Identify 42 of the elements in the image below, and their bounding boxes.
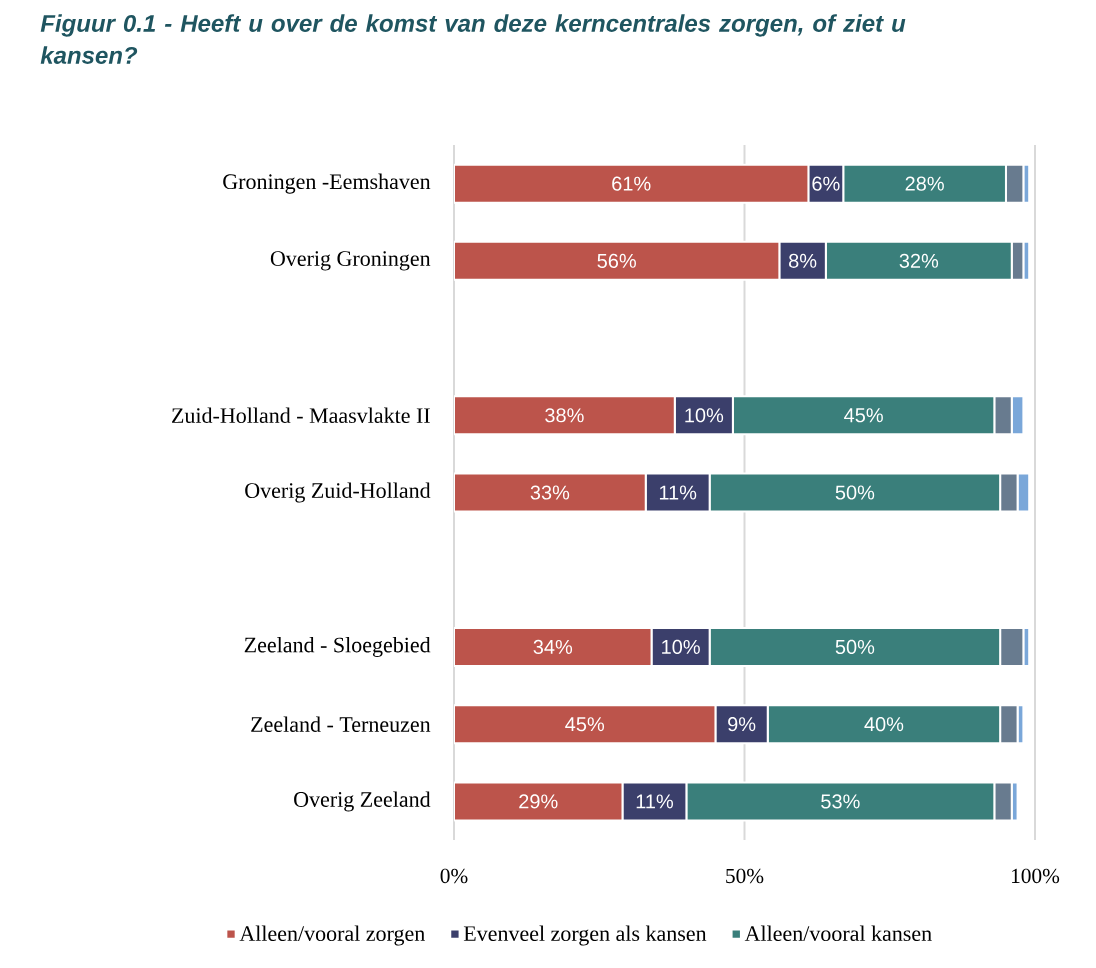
data-label: 10%	[662, 639, 700, 655]
x-tick-label: 0%	[440, 868, 468, 884]
data-label: 40%	[864, 717, 904, 732]
data-label: 8%	[789, 253, 817, 268]
legend-label: Alleen/vooral zorgen	[239, 925, 425, 946]
data-label: 29%	[519, 794, 558, 809]
bar	[454, 240, 781, 281]
data-label: 34%	[533, 639, 573, 655]
data-label: 9%	[728, 717, 756, 732]
bar	[454, 626, 653, 667]
data-label: 33%	[530, 485, 570, 500]
legend-label: Alleen/vooral kansen	[744, 925, 932, 942]
y-tick-label: Overig Zuid-Holland	[245, 482, 431, 503]
bar	[454, 704, 717, 745]
bar	[454, 781, 624, 822]
data-label: 32%	[899, 253, 939, 268]
data-label: 28%	[905, 176, 944, 191]
data-label: 61%	[612, 176, 651, 191]
data-label: 56%	[597, 253, 636, 268]
y-tick-label: Overig Zeeland	[294, 791, 431, 812]
bar	[454, 163, 810, 204]
data-label: 50%	[835, 639, 875, 655]
y-tick-label: Groningen -Eemshaven	[223, 173, 431, 194]
data-label: 38%	[545, 408, 584, 423]
legend-label: Evenveel zorgen als kansen	[463, 925, 707, 946]
data-label: 10%	[685, 408, 724, 423]
y-tick-label: Overig Groningen	[270, 251, 431, 271]
data-label: 11%	[636, 794, 673, 809]
data-label: 45%	[844, 408, 883, 423]
y-tick-label: Zeeland - Sloegebied	[244, 636, 431, 657]
x-tick-label: 100%	[1012, 868, 1060, 884]
data-label: 6%	[812, 176, 840, 191]
x-tick-label: 50%	[726, 868, 764, 884]
chart-title: Figuur 0.1 - Heeft u over de komst van deze kerncentrales zorgen, of ziet u kansen?	[40, 14, 906, 64]
data-label: 50%	[835, 485, 875, 500]
data-label: 11%	[659, 485, 697, 500]
data-label: 53%	[821, 794, 860, 809]
y-tick-label: Zeeland - Terneuzen	[251, 716, 431, 732]
y-tick-label: Zuid-Holland - Maasvlakte II	[172, 407, 430, 424]
bar	[454, 395, 676, 436]
bar	[454, 472, 647, 513]
data-label: 45%	[565, 717, 605, 732]
